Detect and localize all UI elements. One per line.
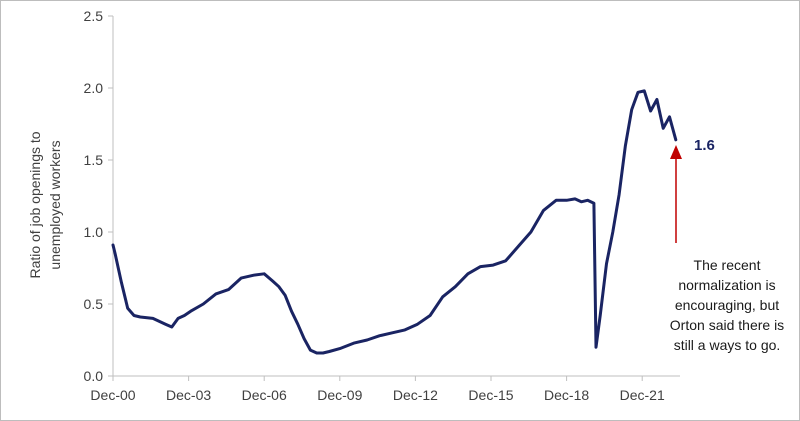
x-tick-label: Dec-03	[166, 387, 211, 403]
axes	[108, 15, 680, 381]
x-tick-label: Dec-00	[90, 387, 135, 403]
x-tick-label: Dec-12	[393, 387, 438, 403]
y-tick-label: 0.5	[84, 296, 104, 312]
x-tick-label: Dec-21	[620, 387, 665, 403]
annotation-line: Orton said there is	[670, 317, 784, 333]
x-tick-label: Dec-18	[544, 387, 589, 403]
annotation-text: The recent normalization is encouraging, b…	[670, 257, 784, 353]
x-tick-label: Dec-06	[242, 387, 287, 403]
end-value-label: 1.6	[694, 137, 715, 154]
y-tick-label: 0.0	[84, 368, 104, 384]
y-tick-label: 1.5	[84, 152, 104, 168]
y-tick-label: 2.0	[84, 80, 104, 96]
y-axis-title-line-2: unemployed workers	[47, 140, 63, 269]
annotation-line: still a ways to go.	[674, 337, 781, 353]
annotation-line: normalization is	[678, 277, 775, 293]
series-layer	[111, 89, 678, 355]
annotation-line: The recent	[694, 257, 761, 273]
y-tick-labels: 0.0 0.5 1.0 1.5 2.0 2.5	[84, 8, 104, 384]
y-axis-title: Ratio of job openings to unemployed work…	[27, 131, 63, 278]
y-axis-title-line-1: Ratio of job openings to	[27, 131, 43, 278]
x-tick-label: Dec-15	[468, 387, 513, 403]
x-tick-labels: Dec-00 Dec-03 Dec-06 Dec-09 Dec-12 Dec-15 Dec-…	[90, 387, 665, 403]
y-tick-label: 2.5	[84, 8, 104, 24]
annotation-arrow-head	[670, 145, 682, 159]
series-line-0	[111, 89, 678, 355]
annotation-line: encouraging, but	[675, 297, 779, 313]
annotation-arrow	[670, 145, 682, 243]
y-tick-label: 1.0	[84, 224, 104, 240]
x-tick-label: Dec-09	[317, 387, 362, 403]
